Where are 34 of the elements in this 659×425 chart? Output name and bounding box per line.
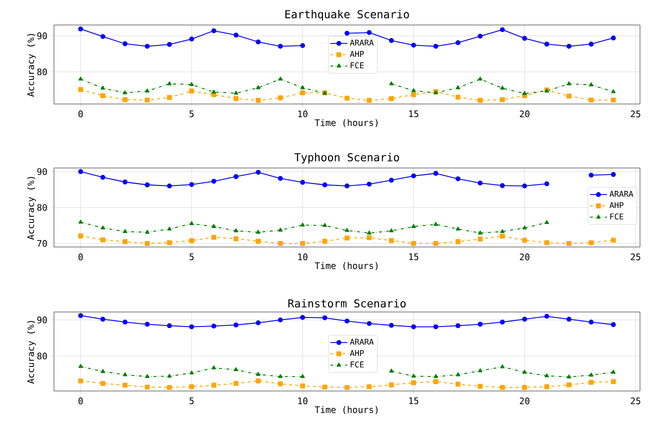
x-tick-label: 20 bbox=[520, 398, 530, 404]
x-tick-label: 0 bbox=[78, 254, 83, 260]
x-tick-label: 15 bbox=[409, 110, 418, 118]
y-tick-label: 90 bbox=[37, 168, 47, 175]
chart-title: Rainstorm Scenario bbox=[288, 299, 406, 308]
x-tick-label: 25 bbox=[630, 398, 640, 404]
chart-title: Earthquake Scenario bbox=[285, 10, 409, 20]
y-axis-title: Accuracy (%) bbox=[27, 320, 36, 384]
y-tick-label: 90 bbox=[37, 316, 47, 324]
x-tick-label: 15 bbox=[409, 254, 418, 260]
y-axis-title: Accuracy (%) bbox=[27, 176, 36, 240]
x-tick-label: 20 bbox=[520, 254, 530, 260]
x-tick-label: 0 bbox=[78, 110, 83, 118]
y-tick-label: 80 bbox=[37, 204, 47, 211]
x-tick-label: 0 bbox=[78, 398, 83, 404]
x-tick-label: 15 bbox=[409, 398, 418, 404]
x-tick-label: 25 bbox=[630, 110, 640, 118]
chart-title: Typhoon Scenario bbox=[294, 152, 400, 164]
x-axis-title: Time (hours) bbox=[314, 119, 378, 128]
x-tick-label: 10 bbox=[298, 254, 308, 260]
y-tick-label: 80 bbox=[37, 352, 47, 360]
y-tick-label: 70 bbox=[37, 240, 47, 247]
y-axis-title: Accuracy (%) bbox=[27, 34, 36, 97]
y-tick-label: 80 bbox=[37, 68, 47, 76]
x-tick-label: 25 bbox=[630, 254, 640, 260]
x-axis-title: Time (hours) bbox=[314, 262, 378, 270]
x-tick-label: 20 bbox=[520, 110, 530, 118]
x-tick-label: 5 bbox=[190, 254, 194, 260]
x-tick-label: 5 bbox=[190, 398, 194, 404]
x-tick-label: 10 bbox=[298, 398, 308, 404]
x-axis-title: Time (hours) bbox=[314, 406, 378, 414]
y-tick-label: 90 bbox=[37, 32, 47, 40]
x-tick-label: 10 bbox=[298, 110, 308, 118]
x-tick-label: 5 bbox=[190, 110, 194, 118]
